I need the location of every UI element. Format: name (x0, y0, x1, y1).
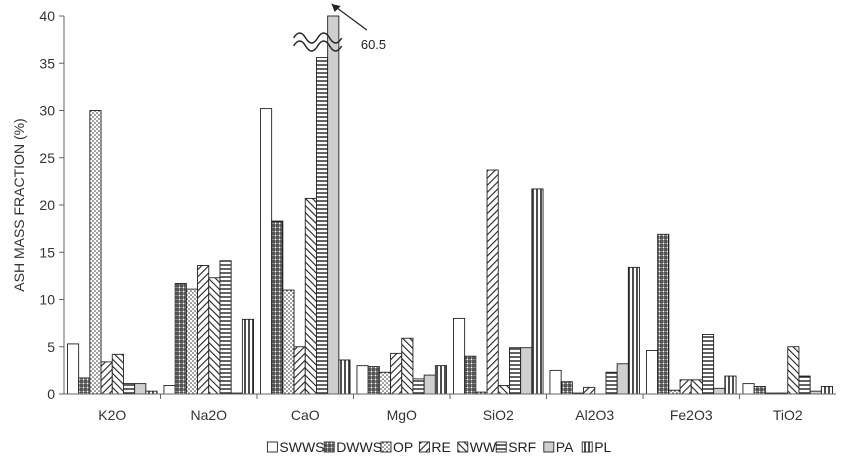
legend-label-swws: SWWS (279, 439, 324, 455)
bar-dwws-na2o (174, 282, 187, 395)
bar-pa-al2o3 (616, 363, 629, 395)
x-tick-label: K2O (98, 407, 126, 423)
bar-re-na2o (197, 265, 210, 395)
bar-pl-al2o3 (627, 266, 640, 395)
y-tick-label: 35 (39, 55, 55, 71)
x-tick-label: SiO2 (483, 407, 514, 423)
legend-swatch-dwws (323, 441, 335, 453)
bar-op-k2o (89, 110, 102, 395)
annotation-arrowhead (331, 4, 341, 12)
bar-ww-fe2o3 (690, 379, 703, 395)
legend-label-dwws: DWWS (336, 439, 382, 455)
bar-ww-sio2 (497, 385, 510, 395)
bar-swws-al2o3 (549, 369, 562, 395)
bar-pa-fe2o3 (713, 387, 726, 395)
y-axis-title: ASH MASS FRACTION (%) (11, 118, 27, 291)
bar-srf-al2o3 (605, 371, 618, 395)
legend-label-ww: WW (470, 439, 497, 455)
bar-swws-k2o (66, 343, 80, 395)
bar-dwws-cao (271, 220, 284, 395)
legend-swatch-swws (266, 441, 278, 453)
bar-pa-cao (327, 15, 340, 395)
bar-dwws-tio2 (753, 385, 766, 395)
bar-srf-cao (316, 57, 329, 395)
bar-dwws-sio2 (464, 355, 477, 395)
y-tick-label: 30 (39, 103, 55, 119)
legend-label-pa: PA (556, 439, 574, 455)
y-tick-label: 5 (47, 339, 55, 355)
x-tick-label: MgO (387, 407, 417, 423)
bar-pl-mgo (434, 365, 448, 395)
bar-dwws-mgo (367, 366, 380, 395)
annotation-label: 60.5 (361, 37, 386, 52)
bar-ww-k2o (111, 353, 124, 395)
bar-srf-fe2o3 (702, 334, 715, 395)
bar-op-cao (282, 289, 295, 395)
bar-ww-mgo (401, 337, 414, 395)
bar-re-mgo (390, 352, 403, 395)
bar-pl-cao (338, 359, 351, 395)
y-axis-ticks: 0 5 10 15 20 25 30 35 40 (39, 8, 64, 402)
annotations: 60.5 (293, 3, 386, 52)
bar-pl-na2o (241, 318, 255, 395)
legend-swatch-ww (457, 441, 469, 453)
bar-srf-na2o (219, 260, 232, 395)
bar-pa-mgo (423, 374, 436, 395)
bar-op-mgo (378, 371, 392, 395)
y-tick-label: 25 (39, 150, 55, 166)
bar-re-fe2o3 (679, 379, 692, 395)
bar-swws-fe2o3 (646, 350, 659, 395)
bar-dwws-al2o3 (560, 381, 573, 395)
x-tick-label: Na2O (190, 407, 227, 423)
bar-op-fe2o3 (668, 389, 681, 395)
bar-srf-tio2 (798, 375, 811, 395)
x-tick-label: TiO2 (773, 407, 803, 423)
bar-re-sio2 (486, 169, 499, 395)
legend-swatch-pa (543, 441, 555, 453)
bar-re-k2o (100, 361, 113, 395)
bar-re-cao (293, 346, 306, 395)
legend-label-re: RE (431, 439, 450, 455)
bar-re-al2o3 (583, 386, 596, 395)
x-axis-labels: K2O Na2O CaO MgO SiO2 Al2O3 Fe2O3 TiO2 (98, 394, 803, 423)
x-tick-label: CaO (291, 407, 320, 423)
bar-swws-tio2 (742, 383, 755, 395)
bar-dwws-k2o (78, 377, 91, 395)
legend-swatch-pl (581, 441, 593, 453)
bar-op-na2o (185, 288, 199, 395)
bar-srf-mgo (412, 378, 425, 395)
legend-swatch-op (380, 441, 392, 453)
legend-label-srf: SRF (508, 439, 536, 455)
x-tick-label: Al2O3 (575, 407, 614, 423)
legend: SWWS DWWS OP RE WW SRF PA PL (266, 439, 612, 455)
y-tick-label: 15 (39, 244, 55, 260)
y-tick-label: 40 (39, 8, 55, 24)
bar-ww-na2o (208, 277, 221, 395)
legend-swatch-srf (495, 441, 507, 453)
legend-swatch-re (418, 441, 430, 453)
bar-pl-sio2 (531, 188, 544, 395)
bar-dwws-fe2o3 (657, 233, 670, 395)
bar-swws-na2o (163, 385, 176, 395)
bar-pa-sio2 (520, 347, 533, 395)
axis-break-marks (293, 32, 343, 52)
y-tick-label: 20 (39, 197, 55, 213)
y-tick-label: 10 (39, 292, 55, 308)
bar-ww-cao (304, 197, 317, 395)
bar-swws-cao (260, 108, 273, 395)
bar-srf-sio2 (509, 347, 522, 395)
y-tick-label: 0 (47, 386, 55, 402)
bar-pl-tio2 (820, 385, 833, 395)
x-tick-label: Fe2O3 (670, 407, 713, 423)
bar-swws-sio2 (453, 317, 466, 395)
bar-pa-k2o (134, 383, 147, 395)
bars-group (66, 15, 833, 395)
bar-pl-fe2o3 (724, 375, 737, 395)
bar-swws-mgo (356, 365, 369, 395)
legend-label-op: OP (393, 439, 413, 455)
bar-ww-tio2 (787, 346, 800, 395)
bar-srf-k2o (122, 383, 136, 395)
legend-label-pl: PL (594, 439, 611, 455)
